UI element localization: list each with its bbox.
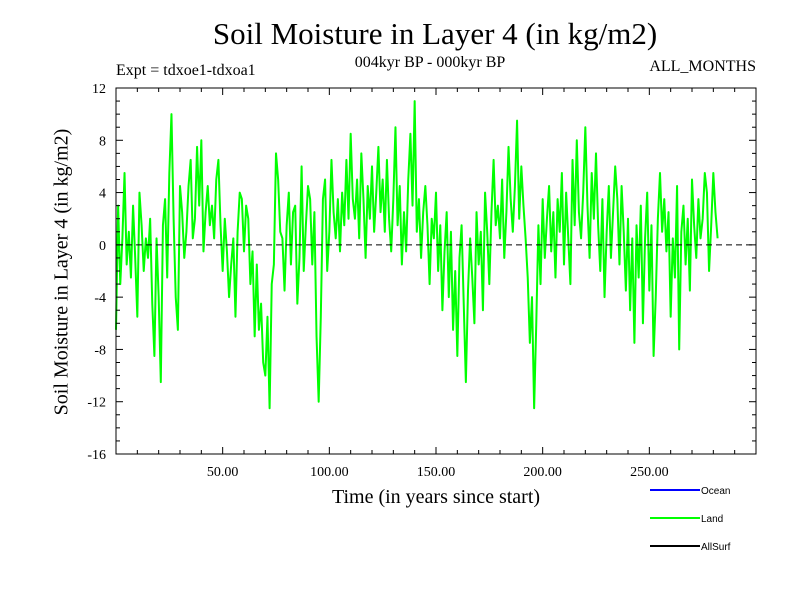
legend-label-land: Land: [701, 514, 723, 525]
x-tick-label: 50.00: [207, 465, 239, 480]
y-tick-label: -8: [94, 343, 106, 358]
x-axis-label: Time (in years since start): [331, 486, 541, 508]
series-line-land: [115, 100, 719, 410]
chart-title: Soil Moisture in Layer 4 (in kg/m2): [212, 16, 658, 51]
y-tick-label: 4: [99, 187, 106, 202]
x-tick-label: 100.00: [310, 465, 349, 480]
y-tick-label: 12: [92, 82, 106, 97]
y-tick-label: -4: [94, 291, 106, 306]
x-tick-label: 150.00: [417, 465, 456, 480]
plot-frame: [115, 87, 757, 455]
experiment-label: Expt = tdxoe1-tdxoa1: [116, 62, 256, 79]
y-tick-label: -12: [87, 396, 106, 411]
y-tick-label: 8: [99, 134, 106, 149]
y-tick-label: -16: [87, 448, 106, 463]
x-tick-label: 250.00: [630, 465, 669, 480]
y-tick-label: 0: [99, 239, 106, 254]
legend-label-allsurf: AllSurf: [701, 542, 731, 553]
x-tick-label: 200.00: [523, 465, 562, 480]
chart-subtitle: 004kyr BP - 000kyr BP: [354, 54, 506, 71]
legend-label-ocean: Ocean: [701, 486, 730, 497]
period-label: ALL_MONTHS: [649, 58, 756, 75]
